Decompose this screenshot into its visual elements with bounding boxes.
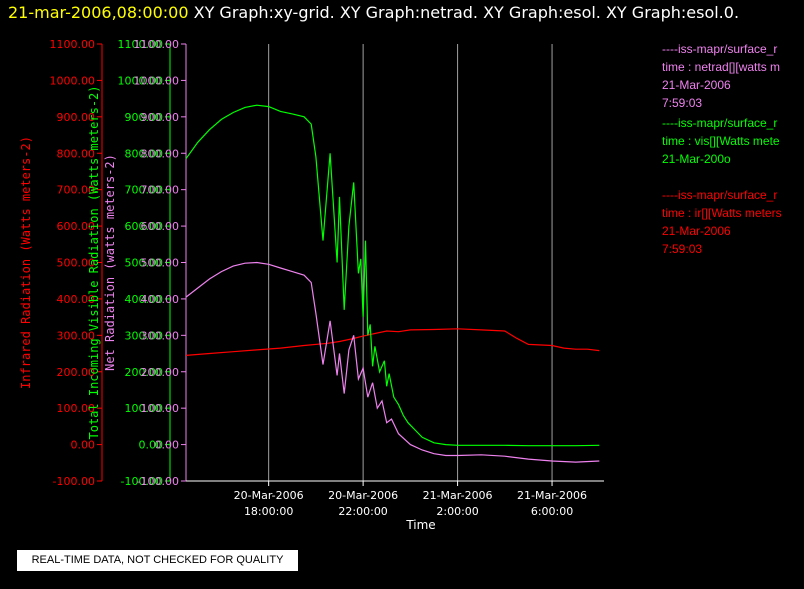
y-tick-label: 400.00 <box>141 293 180 306</box>
legend-vis: ----iss-mapr/surface_r time : vis[][Watt… <box>662 114 804 168</box>
y-tick-label: 500.00 <box>57 257 96 270</box>
y-tick-label: -100.00 <box>121 475 163 488</box>
x-axis: 20-Mar-2006 18:00:00 20-Mar-2006 22:00:00 21… <box>186 480 604 532</box>
y-tick-label: 1100.00 <box>50 38 96 51</box>
timestamp: 21-mar-2006,08:00:00 <box>8 3 189 22</box>
y-tick-label: 1100.00 <box>134 38 180 51</box>
quality-disclaimer: REAL-TIME DATA, NOT CHECKED FOR QUALITY <box>17 550 298 571</box>
graph-list: XY Graph:xy-grid. XY Graph:netrad. XY Gr… <box>193 3 740 22</box>
x-tick-label: 21-Mar-2006 <box>517 489 587 502</box>
y-tick-label: 100.00 <box>141 402 180 415</box>
y-axis-title: Total Incoming Visible Radiation (Watts … <box>87 85 101 439</box>
y-tick-label: 400.00 <box>125 293 164 306</box>
y-tick-label: 0.00 <box>155 439 180 452</box>
x-tick-label: 22:00:00 <box>338 505 387 518</box>
y-tick-label: 900.00 <box>57 111 96 124</box>
y-tick-label: 100.00 <box>125 402 164 415</box>
y-tick-label: 600.00 <box>125 220 164 233</box>
y-tick-label: 700.00 <box>57 184 96 197</box>
y-tick-label: 300.00 <box>141 329 180 342</box>
title-bar: 21-mar-2006,08:00:00 XY Graph:xy-grid. X… <box>8 3 739 22</box>
legend-line: time : ir[][Watts meters <box>662 206 782 220</box>
legend-line: time : netrad[][watts m <box>662 60 781 74</box>
x-tick-label: 2:00:00 <box>436 505 478 518</box>
y-tick-label: 1000.00 <box>134 74 180 87</box>
y-tick-label: 600.00 <box>141 220 180 233</box>
series-ir <box>185 328 600 356</box>
y-tick-label: -100.00 <box>137 475 179 488</box>
y-tick-label: 800.00 <box>57 147 96 160</box>
legend-line: 21-Mar-200o <box>662 152 731 166</box>
y-axis-title: Infrared Radiation (Watts meters-2) <box>19 136 33 389</box>
legend-line: ----iss-mapr/surface_r <box>662 116 778 130</box>
y-tick-label: 600.00 <box>57 220 96 233</box>
y-tick-label: 700.00 <box>141 184 180 197</box>
y-tick-label: 0.00 <box>139 439 164 452</box>
legend-netrad: ----iss-mapr/surface_r time : netrad[][w… <box>662 40 804 112</box>
x-axis-title: Time <box>405 518 435 532</box>
y-axis-title: Net Radiation (watts meters-2) <box>103 154 117 371</box>
y-tick-label: -100.00 <box>53 475 95 488</box>
y-tick-label: 200.00 <box>141 366 180 379</box>
y-tick-label: 1100.00 <box>118 38 164 51</box>
legend-line: 7:59:03 <box>662 96 703 110</box>
y-tick-label: 1000.00 <box>50 74 96 87</box>
grid-lines <box>268 44 553 481</box>
legend-line: time : vis[][Watts mete <box>662 134 780 148</box>
y-tick-label: 200.00 <box>57 366 96 379</box>
x-tick-label: 6:00:00 <box>531 505 573 518</box>
x-tick-label: 21-Mar-2006 <box>423 489 493 502</box>
legend-line: 21-Mar-2006 <box>662 78 731 92</box>
y-tick-label: 1000.00 <box>118 74 164 87</box>
y-tick-label: 800.00 <box>125 147 164 160</box>
y-tick-label: 300.00 <box>57 329 96 342</box>
legend-line: 21-Mar-2006 <box>662 224 731 238</box>
series-netrad <box>185 261 600 463</box>
legend-line: ----iss-mapr/surface_r <box>662 188 778 202</box>
series-vis <box>185 104 600 447</box>
y-tick-label: 200.00 <box>125 366 164 379</box>
y-tick-label: 400.00 <box>57 293 96 306</box>
y-tick-label: 100.00 <box>57 402 96 415</box>
legend-line: 7:59:03 <box>662 242 703 256</box>
y-tick-label: 900.00 <box>141 111 180 124</box>
y-tick-label: 500.00 <box>141 257 180 270</box>
y-tick-label: 0.00 <box>71 439 96 452</box>
y-tick-label: 300.00 <box>125 329 164 342</box>
x-tick-label: 20-Mar-2006 <box>328 489 398 502</box>
y-axes: -100.00 0.00 100.00 200.00 300.00 400.00 500.0… <box>19 38 187 488</box>
series-lines <box>185 104 600 463</box>
y-tick-label: 800.00 <box>141 147 180 160</box>
y-tick-label: 500.00 <box>125 257 164 270</box>
legend-line: ----iss-mapr/surface_r <box>662 42 778 56</box>
legend-ir: ----iss-mapr/surface_r time : ir[][Watts… <box>662 186 804 258</box>
x-tick-label: 18:00:00 <box>244 505 293 518</box>
x-tick-label: 20-Mar-2006 <box>234 489 304 502</box>
y-tick-label: 700.00 <box>125 184 164 197</box>
y-tick-label: 900.00 <box>125 111 164 124</box>
